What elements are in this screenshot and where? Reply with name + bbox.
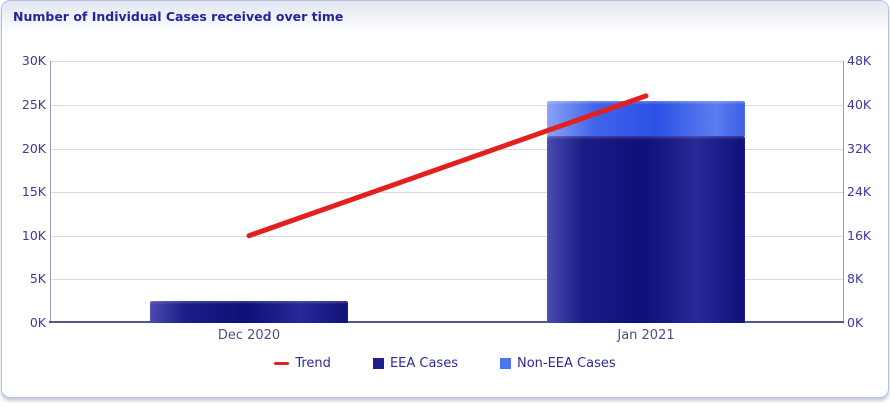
eea-cases-swatch-icon: [372, 357, 384, 369]
y-axis-left-tick: 20K: [21, 140, 46, 156]
y-axis-right-line: [843, 61, 844, 323]
gridline: [50, 61, 843, 62]
panel-title: Number of Individual Cases received over…: [13, 9, 344, 24]
bar-eea-cases-jan-2021: [547, 135, 745, 323]
chart-panel: Number of Individual Cases received over…: [1, 0, 889, 398]
x-axis-label-jan-2021: Jan 2021: [617, 328, 675, 343]
y-axis-left-tick: 0K: [29, 314, 46, 330]
chart-plot-area: 30K 25K 20K 15K 10K 5K 0K 48K 40K 32K 24…: [2, 1, 888, 397]
legend-item-trend: Trend: [274, 356, 331, 371]
bar-eea-cases-dec-2020: [150, 301, 348, 323]
y-axis-left-line: [50, 61, 51, 323]
y-axis-left-tick: 10K: [21, 227, 46, 243]
y-axis-left-tick: 5K: [29, 270, 46, 286]
legend-label-eea-cases: EEA Cases: [389, 355, 458, 371]
y-axis-left-tick: 30K: [21, 52, 46, 68]
y-axis-right-tick: 48K: [847, 52, 872, 68]
panel-header: Number of Individual Cases received over…: [2, 1, 888, 31]
y-axis-right-tick: 32K: [847, 140, 872, 156]
legend-label-trend: Trend: [295, 355, 331, 371]
non-eea-cases-swatch-icon: [499, 357, 511, 369]
y-axis-right-tick: 8K: [847, 270, 864, 286]
y-axis-right-tick: 0K: [847, 314, 864, 330]
y-axis-right-tick: 16K: [847, 227, 872, 243]
y-axis-right-tick: 24K: [847, 183, 872, 199]
y-axis-left-tick: 25K: [21, 96, 46, 112]
legend-item-non-eea-cases: Non-EEA Cases: [499, 355, 616, 371]
x-axis-line: [49, 321, 844, 323]
y-axis-right-tick: 40K: [847, 96, 872, 112]
bar-non-eea-cases-jan-2021: [547, 100, 745, 136]
legend-label-non-eea-cases: Non-EEA Cases: [516, 355, 616, 371]
legend-item-eea-cases: EEA Cases: [372, 355, 458, 371]
x-axis-label-dec-2020: Dec 2020: [217, 328, 281, 343]
trend-line-swatch-icon: [274, 361, 290, 365]
chart-legend: Trend EEA Cases Non-EEA Cases: [2, 353, 888, 373]
y-axis-left-tick: 15K: [21, 183, 46, 199]
gridline: [50, 279, 843, 280]
